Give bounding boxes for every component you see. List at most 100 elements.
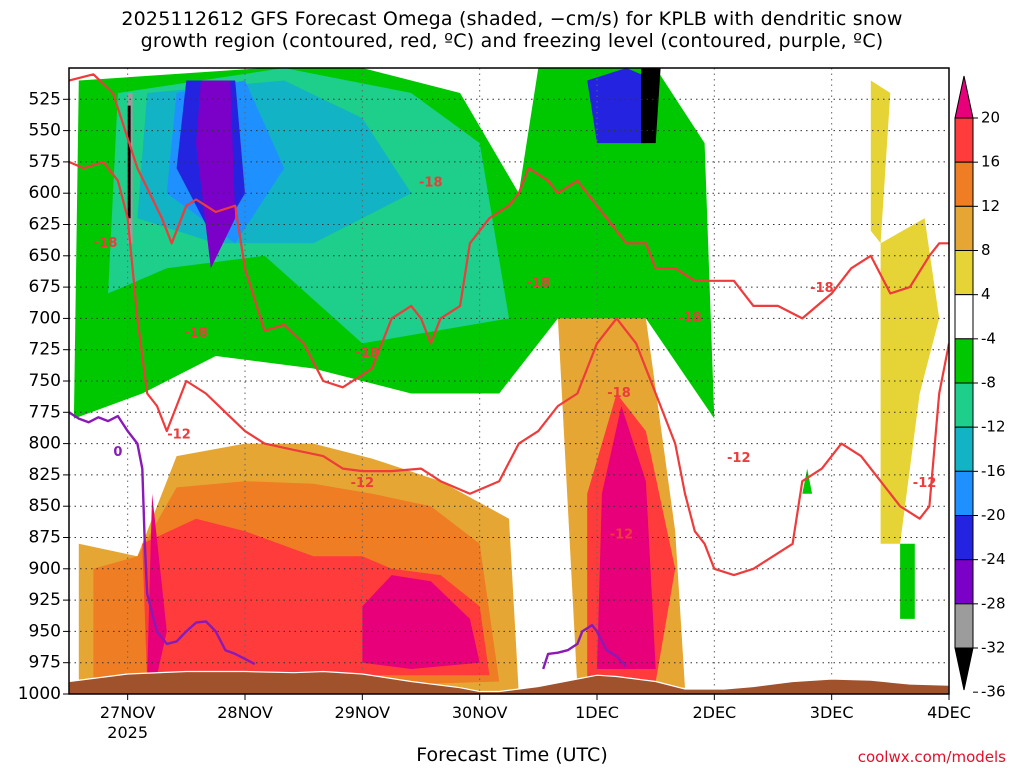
chart-title-line-2: growth region (contoured, red, ºC) and f… bbox=[140, 30, 884, 52]
colorbar-label-neg24: -24 bbox=[981, 550, 1006, 568]
omega-band-neg36-17 bbox=[641, 68, 661, 144]
colorbar-label-neg20: -20 bbox=[981, 506, 1006, 524]
y-tick-label-575: 575 bbox=[29, 152, 61, 172]
y-tick-label-925: 925 bbox=[29, 590, 61, 610]
omega-shading bbox=[73, 68, 940, 694]
colorbar-label-12: 12 bbox=[981, 197, 1000, 215]
terrain bbox=[69, 670, 949, 694]
x-tick-label-3DEC: 3DEC bbox=[810, 703, 854, 722]
y-tick-label-875: 875 bbox=[29, 528, 61, 548]
contour-label-10: -12 bbox=[610, 527, 634, 542]
x-tick-label-30NOV: 30NOV bbox=[452, 703, 508, 722]
omega-band-20-4 bbox=[362, 575, 480, 669]
y-tick-label-550: 550 bbox=[29, 121, 61, 141]
omega-band-neg24-16 bbox=[587, 68, 656, 144]
freezing-level-line-0 bbox=[69, 411, 256, 666]
omega-band-neg36-15 bbox=[127, 105, 131, 219]
contour-label-5: -18 bbox=[607, 386, 631, 401]
colorbar-label-16: 16 bbox=[981, 153, 1000, 171]
colorbar-swatch-neg8 bbox=[954, 338, 974, 384]
y-tick-label-625: 625 bbox=[29, 215, 61, 235]
colorbar-label-neg12: -12 bbox=[981, 418, 1006, 436]
grid bbox=[69, 68, 949, 694]
colorbar-swatch-neg16 bbox=[954, 426, 974, 472]
colorbar-bottom-arrow bbox=[954, 647, 974, 691]
contour-label-1: -18 bbox=[184, 326, 208, 341]
x-axis-label: Forecast Time (UTC) bbox=[416, 744, 608, 766]
x-tick-label-27NOV: 27NOV bbox=[100, 703, 156, 722]
contour-label-3: -18 bbox=[419, 176, 443, 191]
y-tick-label-900: 900 bbox=[29, 559, 61, 579]
colorbar-top-arrow bbox=[954, 75, 974, 119]
contour-labels: -18 -18 -18 -18 -18 -18 -18 -18 -12 -12 -12 -12 -12 bbox=[94, 176, 936, 543]
omega-band-20-3 bbox=[147, 493, 167, 676]
contour-label-11: -12 bbox=[727, 451, 751, 466]
contour-label-0: -18 bbox=[94, 236, 118, 251]
colorbar-swatch-8 bbox=[954, 205, 974, 251]
colorbar-label-neg28: -28 bbox=[981, 594, 1006, 612]
colorbar-label-8: 8 bbox=[981, 241, 991, 259]
y-tick-label-975: 975 bbox=[29, 653, 61, 673]
freezing-level-contour: 0 bbox=[69, 411, 628, 670]
x-tick-label-2DEC: 2DEC bbox=[692, 703, 736, 722]
contour-label-6: -18 bbox=[678, 311, 702, 326]
colorbar-label-20: 20 bbox=[981, 109, 1000, 127]
y-tick-label-775: 775 bbox=[29, 402, 61, 422]
omega-band-neg8-21 bbox=[900, 543, 915, 619]
credit-text[interactable]: coolwx.com/models bbox=[857, 748, 1006, 766]
omega-band-20-7 bbox=[597, 406, 656, 669]
chart-title: 2025112612 GFS Forecast Omega (shaded, −… bbox=[0, 8, 1024, 52]
y-tick-label-1000: 1000 bbox=[18, 684, 61, 704]
x-tick-label-29NOV: 29NOV bbox=[335, 703, 391, 722]
colorbar-swatch-4 bbox=[954, 250, 974, 296]
contour-label-2: -18 bbox=[355, 346, 379, 361]
colorbar-swatch-neg32 bbox=[954, 603, 974, 649]
omega-band-4-18 bbox=[880, 218, 940, 544]
colorbar-label-neg16: -16 bbox=[981, 462, 1006, 480]
y-tick-label-825: 825 bbox=[29, 465, 61, 485]
contour--18 bbox=[69, 73, 949, 389]
y-tick-label-850: 850 bbox=[29, 496, 61, 516]
x-tick-label-4DEC: 4DEC bbox=[927, 703, 971, 722]
colorbar-swatch-neg20 bbox=[954, 470, 974, 517]
contour--12 bbox=[69, 160, 949, 577]
y-tick-label-675: 675 bbox=[29, 277, 61, 297]
colorbar: 20 16 12 8 4 -4 -8 -12 -16 -20 -24 -28 -32 -36 bbox=[954, 75, 1006, 701]
omega-band-neg8-20 bbox=[802, 468, 813, 494]
y-tick-label-525: 525 bbox=[29, 89, 61, 109]
freezing-level-line-1 bbox=[542, 623, 628, 670]
contour-label-7: -18 bbox=[810, 281, 834, 296]
colorbar-label-neg8: -8 bbox=[981, 374, 996, 392]
x-tick-sublabel-27NOV: 2025 bbox=[107, 723, 148, 742]
terrain-fill bbox=[69, 670, 949, 694]
y-tick-label-800: 800 bbox=[29, 434, 61, 454]
colorbar-label-neg4: -4 bbox=[981, 329, 996, 347]
omega-band-neg28-13 bbox=[196, 80, 236, 269]
y-tick-label-650: 650 bbox=[29, 246, 61, 266]
colorbar-swatch-16 bbox=[954, 117, 974, 163]
omega-band-4-19 bbox=[870, 80, 891, 244]
contour-label-12: -12 bbox=[913, 476, 937, 491]
x-tick-label-1DEC: 1DEC bbox=[575, 703, 619, 722]
y-tick-label-750: 750 bbox=[29, 371, 61, 391]
temperature-contours bbox=[69, 73, 949, 577]
y-tick-label-725: 725 bbox=[29, 340, 61, 360]
contour-label-9: -12 bbox=[351, 476, 375, 491]
freezing-level-label: 0 bbox=[113, 445, 122, 460]
y-tick-label-700: 700 bbox=[29, 308, 61, 328]
y-tick-label-950: 950 bbox=[29, 621, 61, 641]
colorbar-label-neg36: -36 bbox=[981, 683, 1006, 701]
colorbar-swatch-neg28 bbox=[954, 559, 974, 605]
chart-title-line-1: 2025112612 GFS Forecast Omega (shaded, −… bbox=[121, 8, 903, 30]
x-tick-label-28NOV: 28NOV bbox=[217, 703, 273, 722]
contour-label-4: -18 bbox=[527, 276, 551, 291]
colorbar-swatch-neg12 bbox=[954, 382, 974, 428]
y-tick-label-600: 600 bbox=[29, 183, 61, 203]
colorbar-swatch-neg24 bbox=[954, 515, 974, 561]
contour-label-8: -12 bbox=[167, 427, 191, 442]
colorbar-swatch-12 bbox=[954, 161, 974, 207]
colorbar-label-neg32: -32 bbox=[981, 639, 1006, 657]
colorbar-swatch-neg4 bbox=[954, 294, 974, 340]
colorbar-label-4: 4 bbox=[981, 285, 991, 303]
